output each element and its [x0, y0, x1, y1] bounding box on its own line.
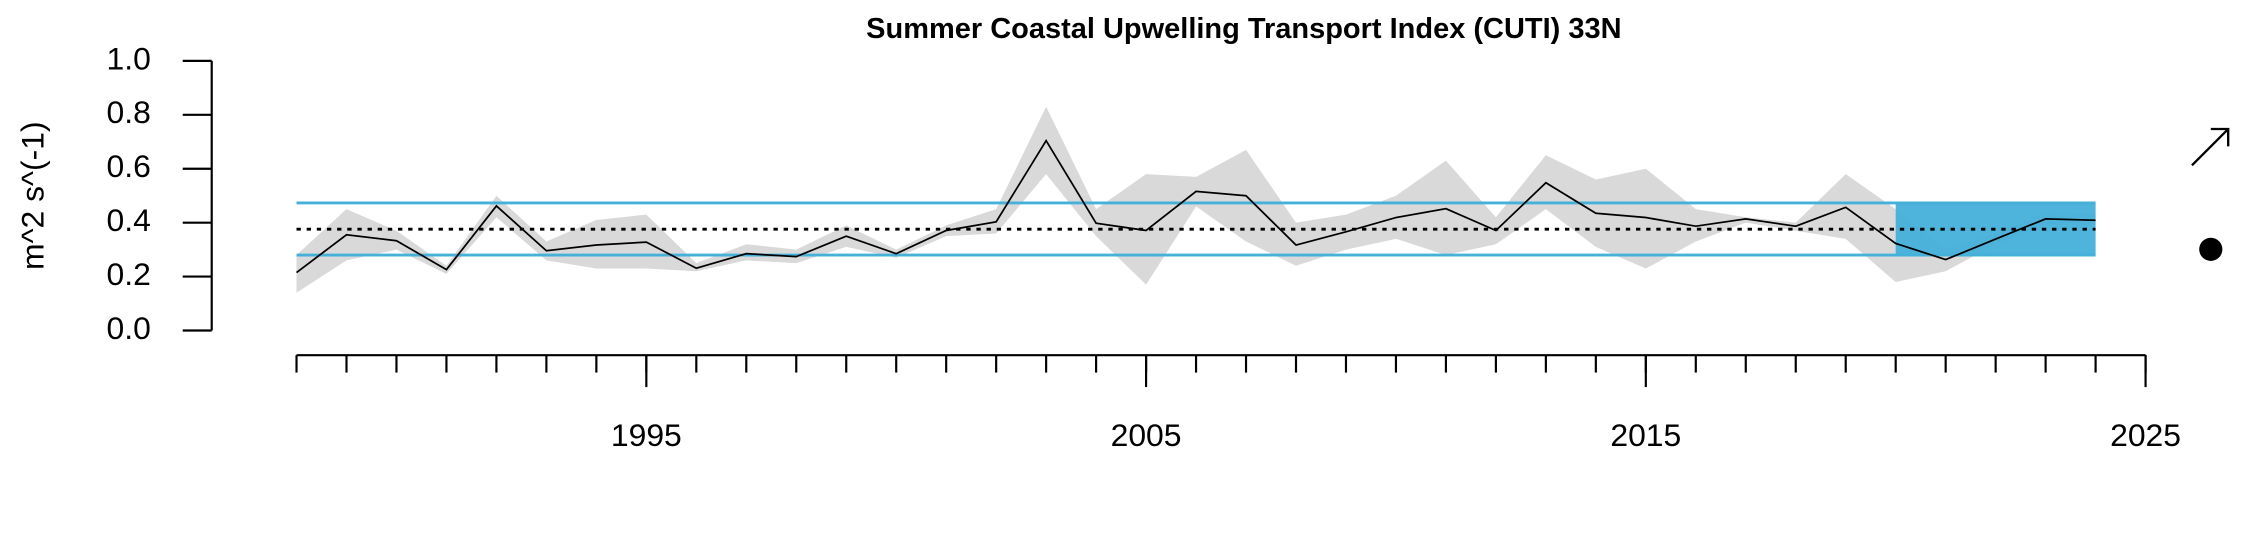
x-tick-label: 2005 [1111, 417, 1182, 453]
uncertainty-band [296, 106, 2096, 293]
y-tick-label: 0.4 [107, 202, 151, 238]
y-tick-label: 0.2 [107, 256, 151, 292]
y-tick-label: 0.0 [107, 310, 151, 346]
trend-arrow [2191, 127, 2230, 167]
chart-title: Summer Coastal Upwelling Transport Index… [866, 13, 1621, 45]
y-tick-label: 1.0 [107, 40, 151, 76]
x-tick-label: 2015 [1610, 417, 1681, 453]
y-tick-label: 0.6 [107, 148, 151, 184]
x-tick-label: 1995 [611, 417, 682, 453]
y-tick-label: 0.8 [107, 94, 151, 130]
x-tick-label: 2025 [2110, 417, 2181, 453]
y-axis-label: m^2 s^(-1) [14, 121, 50, 270]
data-line [295, 139, 2096, 274]
mean-indicator [2199, 237, 2223, 261]
